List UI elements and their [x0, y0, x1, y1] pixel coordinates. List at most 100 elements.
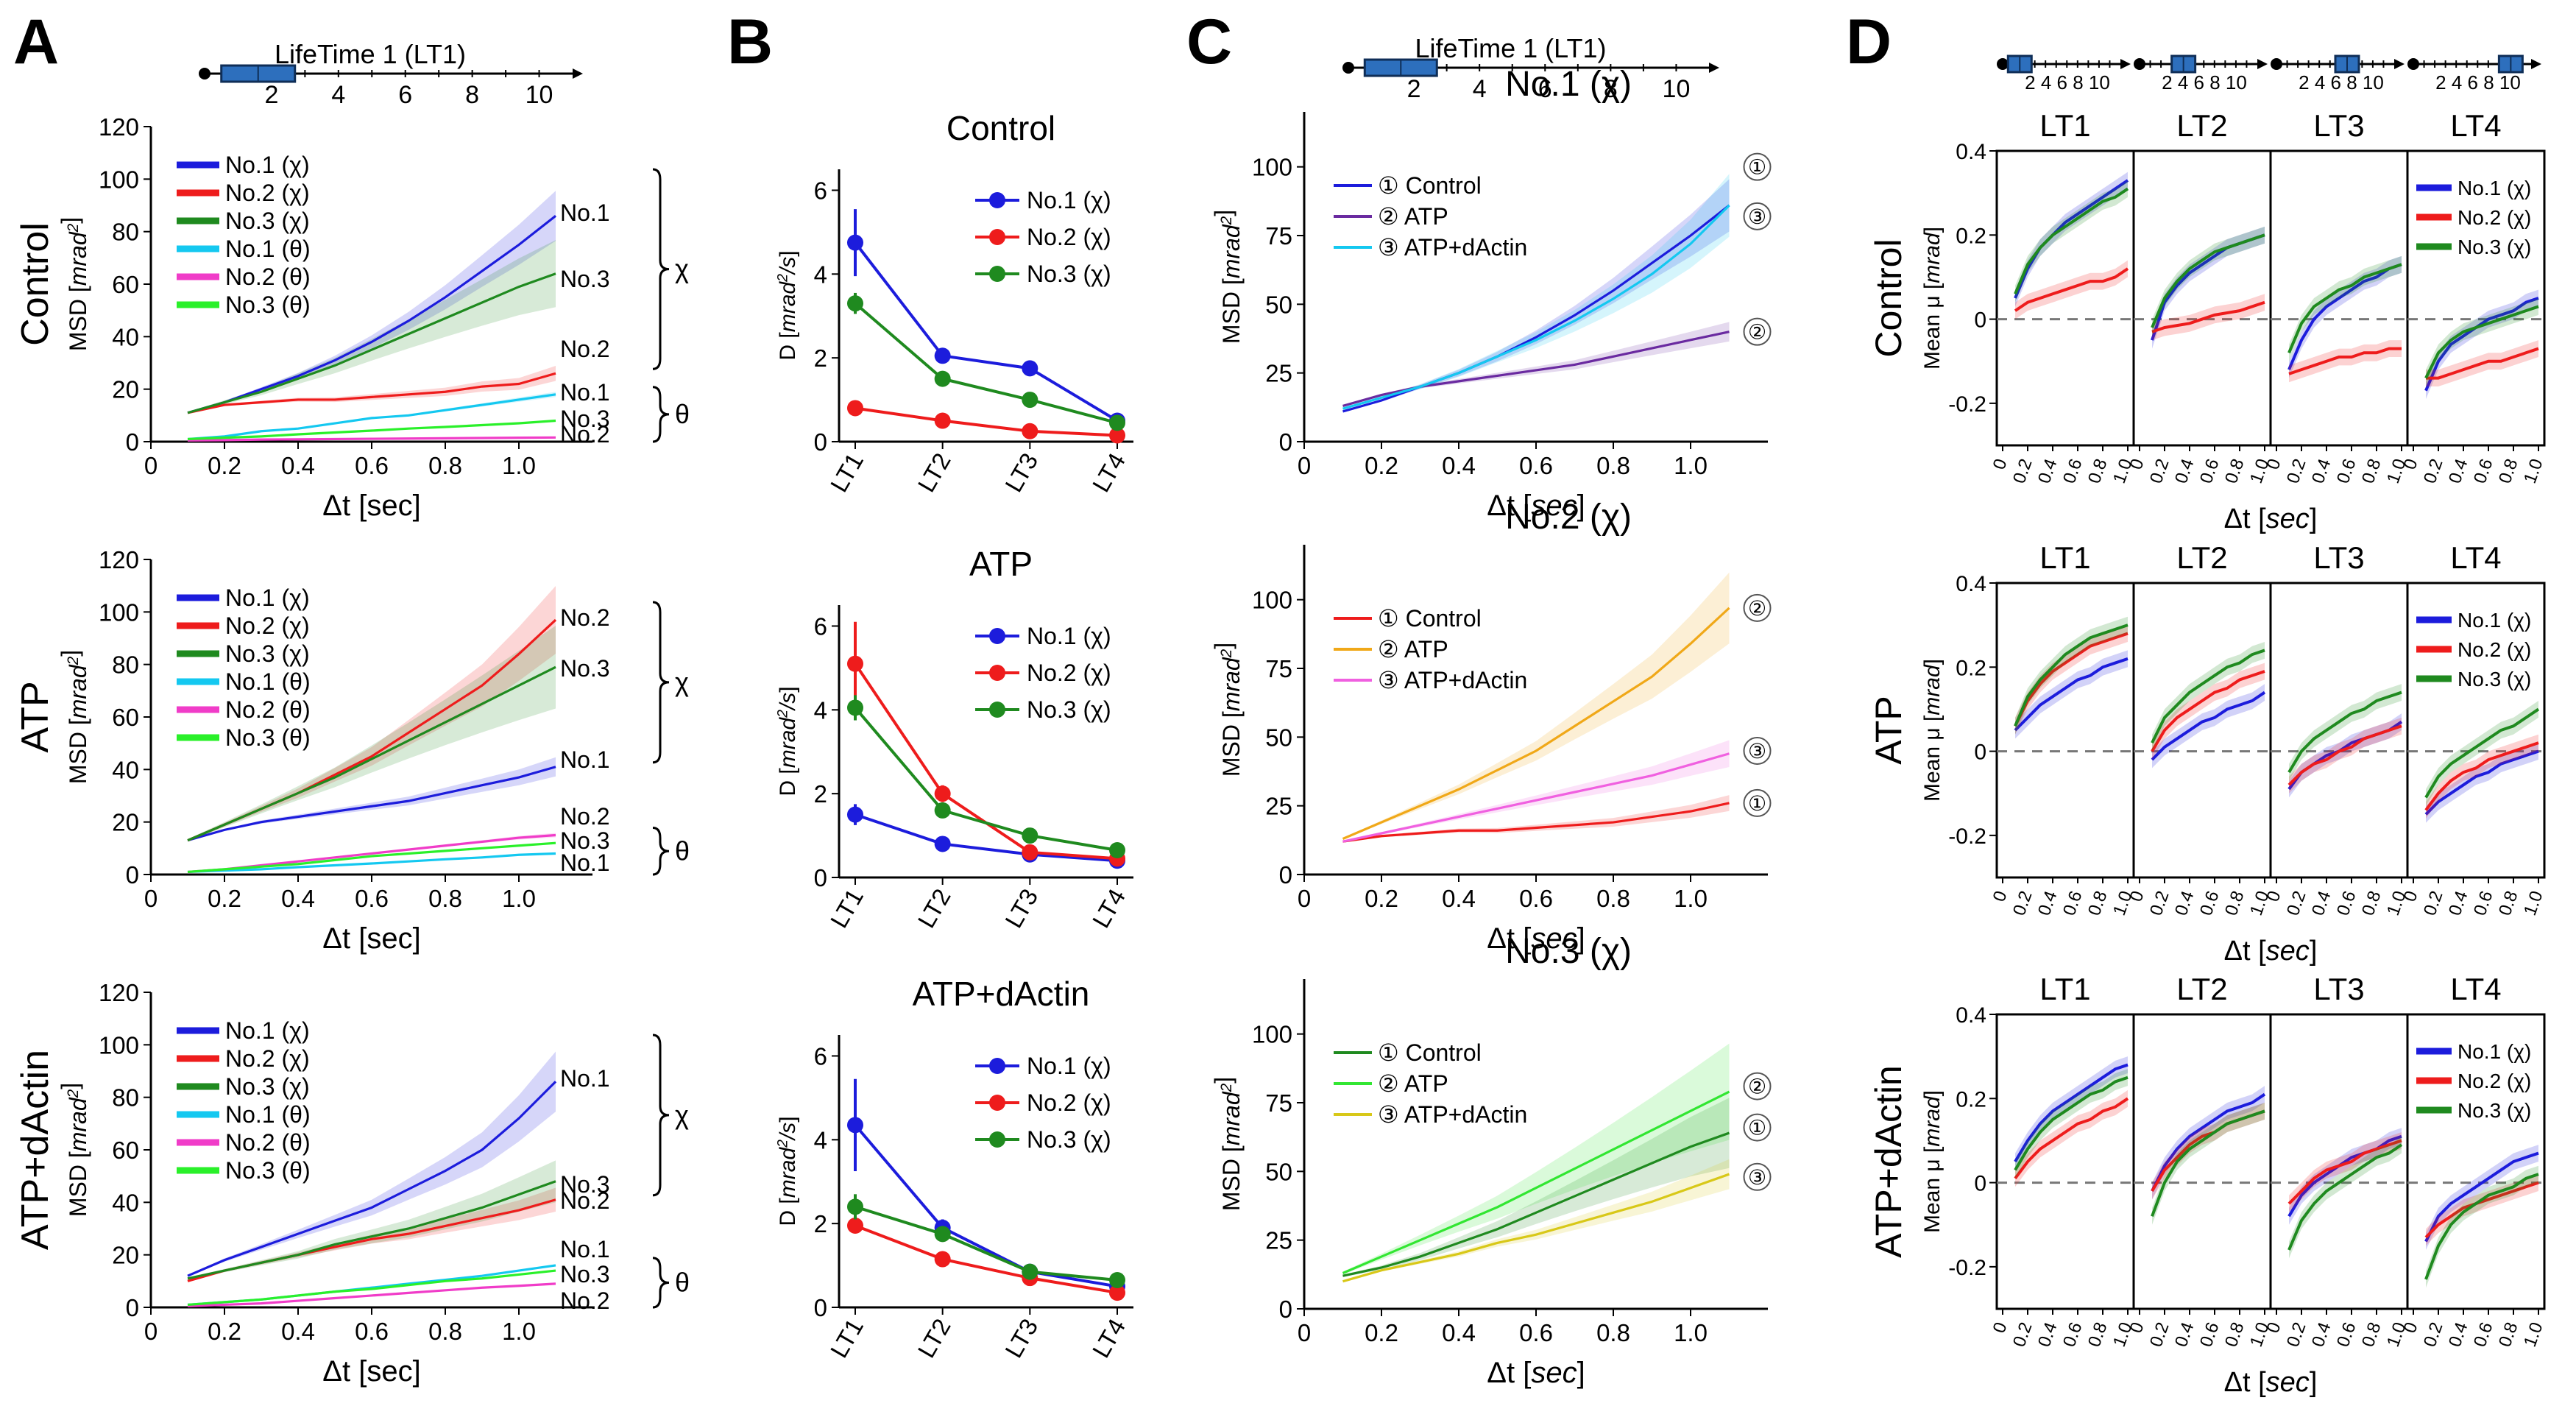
x-tick-label: 0.8	[2358, 1320, 2385, 1350]
end-label: No.1	[560, 1065, 610, 1092]
x-axis-label-close: ]	[2310, 504, 2318, 534]
series-line	[854, 406, 1118, 437]
y-axis-label-unit: mrad	[1920, 1095, 1945, 1147]
x-tick-label: 0.2	[208, 1318, 241, 1345]
legend-label: No.1 (χ)	[2458, 177, 2531, 199]
x-axis-label-head: Δt [	[1487, 922, 1531, 955]
series-line	[187, 665, 556, 842]
panel-letter-a: A	[13, 7, 59, 77]
row-label: ATP	[1868, 696, 1909, 765]
series-line	[187, 419, 556, 441]
y-tick-label: 25	[1265, 1227, 1292, 1254]
y-axis-label: D [mrad2/s]	[775, 686, 801, 796]
x-tick-label: 0	[1989, 456, 2011, 473]
series-line	[2287, 724, 2402, 786]
lifetime-indicator-d-arrowhead	[2257, 59, 2268, 69]
row-label: ATP+dActin	[1868, 1065, 1909, 1258]
x-tick-label: 1.0	[2520, 456, 2547, 487]
legend-label: No.1 (χ)	[225, 584, 310, 611]
y-tick-label: 40	[112, 756, 139, 783]
x-tick-label: 1.0	[1674, 1319, 1708, 1346]
data-point	[1022, 1263, 1038, 1280]
legend-label: No.1 (χ)	[225, 152, 310, 178]
series-line	[187, 215, 556, 414]
x-tick-label: 0.4	[1442, 885, 1476, 912]
series-line	[2014, 1063, 2129, 1163]
lifetime-indicator-c-tick-label: 8	[1604, 75, 1618, 103]
y-axis-label-close: ]	[776, 686, 800, 692]
series-line	[854, 1205, 1118, 1282]
x-tick-label: LT3	[999, 884, 1043, 933]
end-marker-circle	[1743, 788, 1772, 817]
x-axis-label: Δt [sec]	[322, 490, 420, 522]
end-label: No.2	[560, 1187, 610, 1214]
lifetime-indicator-a: LifeTime 1 (LT1) 2 4 6 8 10	[199, 39, 583, 109]
chart-title: Control	[946, 109, 1055, 147]
y-axis-label: D [mrad2/s]	[775, 1116, 801, 1226]
y-tick-label: 50	[1265, 724, 1292, 751]
confidence-band	[188, 365, 556, 414]
x-axis-label-unit: sec	[1531, 1357, 1577, 1389]
subplot-frame	[2132, 149, 2272, 447]
series-line	[187, 436, 556, 442]
end-marker-number: ①	[1748, 792, 1766, 815]
y-tick-label: 0	[1279, 1296, 1292, 1323]
data-point	[934, 836, 951, 852]
series-line	[187, 1180, 556, 1280]
confidence-band	[2289, 255, 2402, 378]
legend-label: No.2 (χ)	[1027, 1089, 1111, 1116]
series-line	[2151, 1092, 2266, 1192]
subplot-title: LT3	[2313, 108, 2364, 143]
legend: ① Control ② ATP ③ ATP+dActin	[1334, 605, 1527, 693]
y-axis-label-unit2: /s	[776, 257, 800, 275]
panel-a: LifeTime 1 (LT1)2 4 6 8 100 0.2 0.4 0.6 0.8 1.002…	[14, 39, 690, 1388]
series-line	[2424, 1151, 2539, 1243]
x-tick-label: 0.2	[208, 885, 241, 912]
x-tick-label: 0	[144, 1318, 158, 1345]
legend-label: No.2 (χ)	[2458, 1070, 2531, 1092]
legend-label: No.2 (χ)	[2458, 638, 2531, 661]
data-point	[847, 295, 863, 312]
confidence-band	[2426, 734, 2538, 819]
series-line	[187, 833, 556, 874]
subplot-title: LT1	[2039, 972, 2090, 1006]
x-tick-label: 0.4	[2034, 456, 2062, 487]
y-axis-label-head: MSD [	[1218, 278, 1245, 344]
data-point	[847, 699, 863, 716]
legend-marker	[989, 1095, 1005, 1111]
x-tick-label: 0.2	[2009, 456, 2037, 487]
y-tick-label: 80	[112, 651, 139, 679]
legend-marker	[989, 1058, 1005, 1074]
end-label: No.3	[560, 827, 610, 854]
y-tick-label: 100	[1252, 587, 1292, 614]
legend: No.1 (χ)No.2 (χ)No.3 (χ)No.1 (θ)No.2 (θ)…	[177, 584, 311, 751]
y-axis-label-head: Mean μ [	[1920, 283, 1945, 370]
y-tick-label: 20	[112, 1242, 139, 1269]
x-tick-label: LT4	[1087, 448, 1130, 497]
lifetime-indicator-d-tick-labels: 2 4 6 8 10	[2162, 71, 2247, 93]
legend-label: ② ATP	[1378, 1070, 1448, 1097]
data-point	[1109, 842, 1125, 858]
series-line	[854, 302, 1118, 425]
y-tick-label: 120	[99, 113, 139, 141]
series-line	[2424, 741, 2539, 811]
chart-title: ATP+dActin	[913, 975, 1090, 1013]
y-tick-label: 0	[814, 1294, 827, 1321]
legend-label: ③ ATP+dActin	[1378, 667, 1527, 693]
end-label: No.2	[560, 604, 610, 631]
x-tick-label: 0.6	[1519, 885, 1553, 912]
x-tick-label: 0.4	[1442, 1319, 1476, 1346]
data-point	[847, 806, 863, 823]
x-tick-label: LT1	[825, 1314, 868, 1363]
chart-A-atpdactin: 0 0.2 0.4 0.6 0.8 1.0 0 20 40 60 80 100 120 Δt [sec] M…	[14, 979, 690, 1388]
x-tick-label: 0.4	[2445, 1320, 2472, 1350]
y-tick-label: 0	[126, 428, 139, 456]
x-axis-label-unit: sec	[2266, 1367, 2310, 1398]
end-label: No.2	[560, 1287, 610, 1314]
series-line	[2424, 707, 2540, 799]
y-tick-label: 60	[112, 704, 139, 731]
chart-title: ATP	[969, 545, 1033, 583]
confidence-band	[2152, 663, 2265, 760]
